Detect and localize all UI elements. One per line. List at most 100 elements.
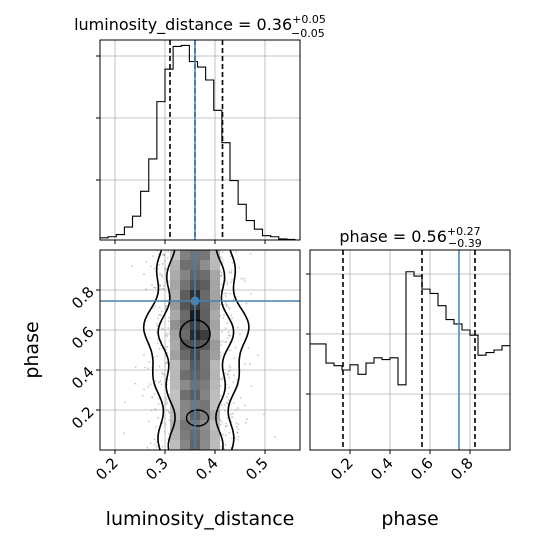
contour-middle-left <box>157 250 176 450</box>
scatter-point <box>243 278 246 280</box>
density-cell <box>180 420 190 430</box>
scatter-point <box>222 317 225 319</box>
density-cell <box>210 320 220 330</box>
scatter-point <box>225 422 227 425</box>
density-cell <box>210 380 220 390</box>
scatter-point <box>152 255 155 257</box>
scatter-point <box>143 354 145 356</box>
scatter-point <box>228 306 230 309</box>
scatter-point <box>220 445 223 448</box>
density-cell <box>170 430 180 440</box>
scatter-point <box>164 305 167 308</box>
scatter-point <box>219 395 222 397</box>
density-cell <box>200 300 210 310</box>
scatter-point <box>221 340 224 342</box>
contour-inner-lower <box>185 409 210 427</box>
phase-title: phase = 0.56+0.27 <box>339 225 480 246</box>
density-cell <box>210 250 220 260</box>
scatter-point <box>160 371 163 374</box>
scatter-point <box>228 308 231 310</box>
scatter-point <box>166 304 169 307</box>
scatter-point <box>164 308 167 311</box>
scatter-point <box>236 379 239 381</box>
density-cell <box>210 280 220 290</box>
scatter-point <box>225 303 227 305</box>
density-contours <box>142 250 250 450</box>
x-axis-label-luminosity-distance: luminosity_distance <box>106 508 295 530</box>
scatter-point <box>226 283 229 285</box>
density-cell <box>170 290 180 300</box>
scatter-point <box>225 383 228 386</box>
scatter-point <box>235 422 238 424</box>
y-axis-label-phase: phase <box>21 321 43 378</box>
density-cell <box>210 410 220 420</box>
scatter-point <box>232 298 235 301</box>
density-cell <box>170 390 180 400</box>
density-cell <box>170 280 180 290</box>
scatter-point <box>244 363 247 365</box>
scatter-point <box>224 444 227 446</box>
contour-outer-right <box>227 250 250 450</box>
scatter-point <box>226 322 229 324</box>
density-cell <box>200 370 210 380</box>
density-cell <box>180 260 190 270</box>
density-cell <box>200 330 210 340</box>
scatter-point <box>151 396 154 399</box>
scatter-point <box>160 274 163 277</box>
density-cell <box>180 320 190 330</box>
scatter-point <box>224 327 227 330</box>
density-cell <box>210 300 220 310</box>
scatter-point <box>223 314 225 317</box>
density-cell <box>200 260 210 270</box>
density-cell <box>200 280 210 290</box>
scatter-point <box>221 251 224 254</box>
scatter-point <box>274 436 276 438</box>
scatter-point <box>167 327 170 330</box>
scatter-point <box>221 331 224 333</box>
density-cell <box>210 330 220 340</box>
density-cell <box>170 360 180 370</box>
scatter-point <box>165 403 168 406</box>
scatter-point <box>158 365 161 368</box>
scatter-point <box>150 409 153 412</box>
lumdist-hist-step-line <box>100 44 300 241</box>
scatter-point <box>230 413 232 416</box>
scatter-point <box>168 419 171 421</box>
density-cell <box>200 290 210 300</box>
density-cell <box>210 340 220 350</box>
scatter-point <box>155 425 158 428</box>
scatter-point <box>153 443 156 446</box>
contour-outer-left <box>142 250 165 450</box>
density-cell <box>170 370 180 380</box>
density-cell <box>170 350 180 360</box>
scatter-point <box>221 377 224 380</box>
density-cell <box>200 400 210 410</box>
scatter-point <box>226 337 229 340</box>
scatter-point <box>262 413 265 416</box>
scatter-point <box>220 271 223 274</box>
density-cell <box>170 300 180 310</box>
density-cell <box>210 350 220 360</box>
scatter-point <box>168 316 170 319</box>
scatter-point <box>148 361 151 364</box>
density-xtick-label-2: 0.4 <box>192 454 222 484</box>
density-cell <box>170 440 180 450</box>
scatter-point <box>224 372 227 375</box>
scatter-point <box>237 428 239 430</box>
scatter-point <box>228 334 230 337</box>
density-cell <box>180 410 190 420</box>
scatter-point <box>231 262 234 264</box>
scatter-point <box>240 277 243 280</box>
scatter-point <box>144 288 147 290</box>
scatter-point <box>220 274 223 277</box>
density-cell <box>200 270 210 280</box>
density-cell <box>170 320 180 330</box>
density-cell <box>210 260 220 270</box>
scatter-point <box>231 317 234 320</box>
scatter-point <box>147 367 149 370</box>
scatter-point <box>167 410 170 413</box>
scatter-point <box>236 431 239 434</box>
scatter-point <box>221 257 223 259</box>
scatter-point <box>165 332 168 335</box>
scatter-point <box>226 281 229 283</box>
